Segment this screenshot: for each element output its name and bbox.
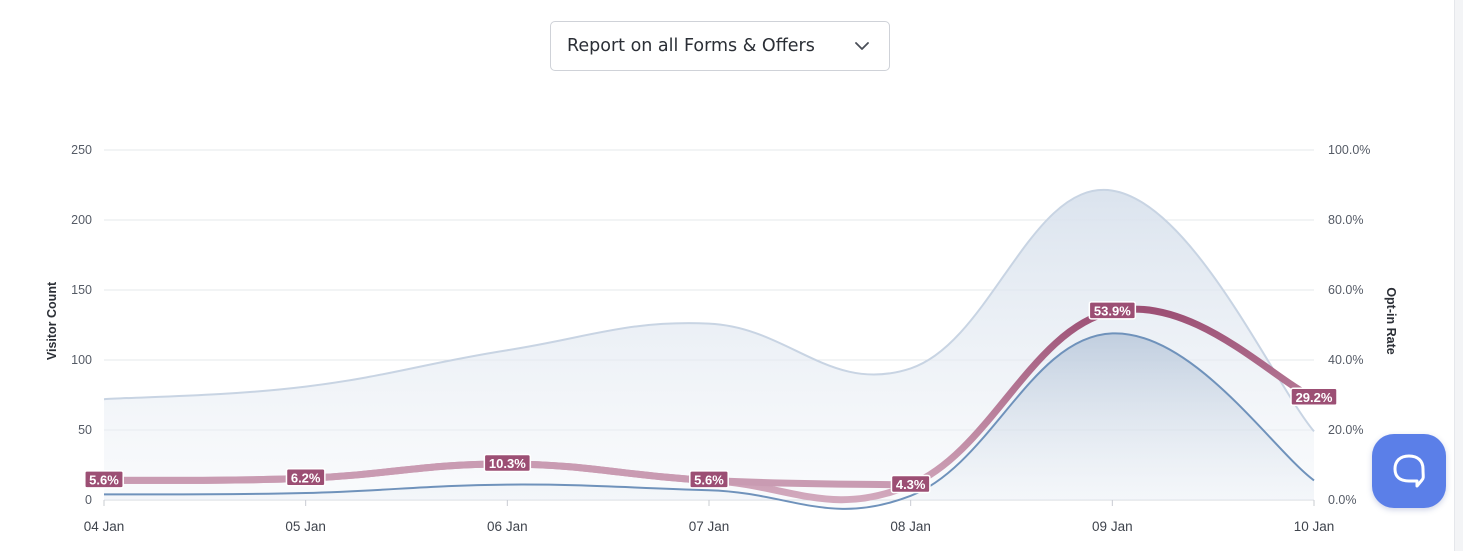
chat-support-button[interactable] — [1372, 434, 1446, 508]
y-right-tick-label: 60.0% — [1328, 283, 1363, 297]
data-label-box — [285, 468, 326, 487]
x-tick-label: 05 Jan — [285, 519, 326, 534]
data-label: 29.2% — [1290, 387, 1338, 407]
chart-series-areas — [103, 189, 1315, 510]
y-right-tick-label: 0.0% — [1328, 493, 1357, 507]
chart-data-labels: 5.6% 6.2% 10.3% 5.6% 4.3% 53.9% 29.2% — [84, 301, 1338, 494]
data-label: 10.3% — [483, 453, 532, 473]
data-label: 4.3% — [890, 474, 931, 494]
y-left-tick-label: 0 — [85, 493, 92, 507]
y-right-tick-label: 20.0% — [1328, 423, 1363, 437]
data-label: 6.2% — [285, 468, 326, 487]
data-label: 5.6% — [84, 470, 124, 489]
data-label-text: 5.6% — [89, 472, 119, 487]
data-label-text: 5.6% — [694, 472, 724, 487]
data-label-box — [1290, 387, 1338, 407]
y-right-axis-title: Opt-in Rate — [1384, 287, 1398, 354]
y-right-tick-label: 40.0% — [1328, 353, 1363, 367]
x-tick-label: 09 Jan — [1092, 519, 1133, 534]
x-tick-label: 10 Jan — [1294, 519, 1335, 534]
y-right-tick-label: 80.0% — [1328, 213, 1363, 227]
y-left-tick-label: 250 — [71, 143, 92, 157]
x-tick-label: 04 Jan — [84, 519, 125, 534]
series-line — [103, 189, 1315, 433]
report-filter-label: Report on all Forms & Offers — [567, 36, 815, 56]
y-left-axis-title: Visitor Count — [45, 281, 59, 360]
data-label-text: 29.2% — [1296, 390, 1333, 405]
data-label-box — [890, 474, 931, 494]
data-label-box — [1088, 301, 1137, 320]
data-label-text: 6.2% — [291, 470, 321, 485]
y-left-tick-label: 150 — [71, 283, 92, 297]
x-tick-label: 07 Jan — [689, 519, 730, 534]
data-label-box — [84, 470, 124, 489]
x-tick-label: 06 Jan — [487, 519, 528, 534]
series-area-fill — [104, 333, 1314, 509]
data-label-box — [689, 470, 729, 489]
data-label: 53.9% — [1088, 301, 1137, 320]
chat-bubble-icon — [1393, 454, 1425, 488]
y-left-tick-label: 50 — [78, 423, 92, 437]
y-left-tick-label: 200 — [71, 213, 92, 227]
report-filter-select[interactable]: Report on all Forms & Offers — [550, 21, 890, 71]
page-scrollbar-edge — [1454, 0, 1463, 551]
y-right-tick-label: 100.0% — [1328, 143, 1370, 157]
x-tick-label: 08 Jan — [890, 519, 931, 534]
data-label-box — [483, 453, 532, 473]
data-label: 5.6% — [689, 470, 729, 489]
chart-axes: 0 0.0% 50 20.0% 100 40.0% 150 60.0% 200 80.0% 250 1… — [45, 143, 1398, 534]
data-label-text: 10.3% — [489, 456, 526, 471]
y-left-tick-label: 100 — [71, 353, 92, 367]
chevron-down-icon — [855, 42, 869, 50]
data-label-text: 4.3% — [896, 477, 926, 492]
data-label-text: 53.9% — [1094, 303, 1131, 318]
series-line — [103, 332, 1315, 510]
